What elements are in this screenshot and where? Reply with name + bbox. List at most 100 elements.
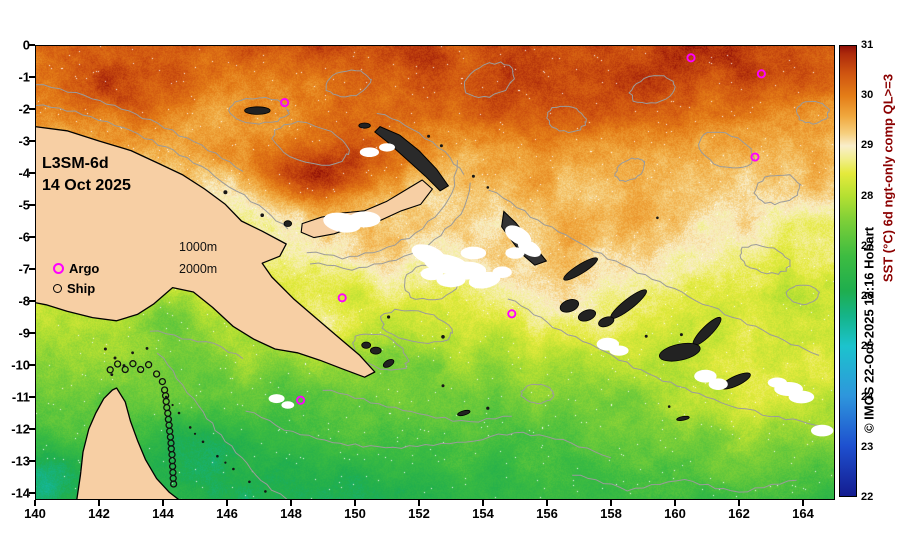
x-tick-label: 148 [280, 506, 302, 521]
bathymetry-contour [156, 352, 289, 500]
y-tick-mark [29, 460, 35, 462]
land-new-guinea [35, 125, 376, 378]
x-tick-mark [354, 500, 356, 506]
land-island [610, 289, 647, 319]
y-tick-mark [29, 268, 35, 270]
bathymetry-contour [376, 113, 465, 175]
x-tick-mark [226, 500, 228, 506]
islet [177, 411, 181, 415]
map-overlay [35, 53, 834, 500]
y-tick-label: 0 [22, 37, 30, 53]
x-tick-mark [802, 500, 804, 506]
bathymetry-contour [614, 157, 645, 183]
bathymetry-contour [245, 410, 612, 459]
ship-track-point [166, 427, 174, 435]
argo-legend-icon [53, 263, 64, 274]
argo-float-marker[interactable] [507, 309, 517, 319]
land-island [361, 341, 372, 349]
ship-track-point [165, 421, 173, 429]
land-island [676, 415, 690, 421]
islet [193, 432, 197, 435]
y-tick-mark [29, 140, 35, 142]
cloud-no-data [694, 369, 717, 383]
bathymetry-contour [698, 131, 756, 169]
argo-float-marker[interactable] [296, 395, 306, 405]
ship-track-point [152, 370, 161, 378]
argo-float-marker[interactable] [280, 98, 290, 108]
bathymetry-contour [306, 160, 458, 260]
land-island [244, 106, 271, 115]
x-tick-label: 142 [88, 506, 110, 521]
y-tick-label: -8 [18, 293, 30, 309]
colorbar-tick-label: 23 [861, 440, 874, 453]
cloud-no-data [281, 401, 295, 409]
islet [145, 347, 149, 350]
y-tick-label: -9 [18, 325, 30, 341]
bathymetry-contour [379, 308, 453, 345]
x-tick-label: 162 [728, 506, 750, 521]
land-cape-york [76, 387, 181, 500]
islet [679, 333, 683, 337]
cloud-no-data [379, 143, 395, 152]
x-tick-label: 144 [152, 506, 174, 521]
argo-float-marker[interactable] [756, 69, 766, 79]
cloud-no-data [767, 377, 788, 388]
argo-float-marker[interactable] [686, 53, 696, 63]
land-island [658, 342, 701, 362]
x-tick-mark [98, 500, 100, 506]
islet [441, 335, 445, 339]
argo-float-marker[interactable] [750, 152, 760, 162]
ship-legend-icon [53, 284, 62, 293]
x-tick-mark [290, 500, 292, 506]
y-tick-label: -3 [18, 133, 30, 149]
contour-legend-2000m: 2000m [179, 262, 218, 276]
contour-legend-1000m: 1000m [179, 240, 218, 254]
islet [113, 356, 117, 360]
land-island [692, 316, 722, 346]
islet [471, 174, 475, 178]
cloud-no-data [609, 345, 629, 356]
bathymetry-contour [463, 61, 515, 99]
ship-track-point [166, 433, 175, 441]
bathymetry-contour [35, 104, 289, 230]
argo-float-marker[interactable] [337, 293, 347, 303]
x-tick-label: 140 [24, 506, 46, 521]
islet [164, 395, 168, 399]
y-tick-label: -2 [18, 101, 30, 117]
islet [260, 213, 264, 217]
bathymetry-contour [149, 330, 244, 360]
bathymetry-contour [753, 174, 803, 206]
y-tick-label: -11 [11, 389, 30, 405]
y-tick-label: -12 [11, 421, 30, 437]
ship-track-point [129, 360, 137, 368]
islet [644, 334, 648, 338]
y-tick-label: -1 [18, 69, 30, 85]
cloud-no-data [460, 246, 487, 260]
x-tick-mark [162, 500, 164, 506]
y-tick-label: -10 [11, 357, 30, 373]
y-tick-mark [29, 108, 35, 110]
land-island [577, 309, 597, 322]
ship-legend-label: Ship [67, 281, 96, 296]
map-title: L3SM-6d 14 Oct 2025 [42, 153, 131, 197]
islet [387, 315, 391, 319]
x-tick-mark [674, 500, 676, 506]
x-tick-mark [418, 500, 420, 506]
land-island [559, 299, 580, 313]
cloud-no-data [811, 424, 834, 437]
product-label: L3SM-6d [42, 155, 109, 172]
map-plot-area[interactable]: L3SM-6d 14 Oct 2025 1000m 2000m Argo Shi… [35, 45, 835, 500]
ship-track-point [163, 403, 171, 412]
y-tick-mark [29, 364, 35, 366]
islet [667, 405, 671, 408]
cloud-no-data [708, 378, 728, 391]
x-tick-label: 158 [600, 506, 622, 521]
islet [216, 454, 219, 458]
x-tick-label: 156 [536, 506, 558, 521]
cloud-no-data [788, 390, 815, 404]
x-tick-mark [610, 500, 612, 506]
y-tick-mark [29, 204, 35, 206]
land-island [300, 179, 433, 239]
argo-legend-label: Argo [69, 261, 100, 276]
colorbar-tick-label: 26 [861, 290, 874, 303]
